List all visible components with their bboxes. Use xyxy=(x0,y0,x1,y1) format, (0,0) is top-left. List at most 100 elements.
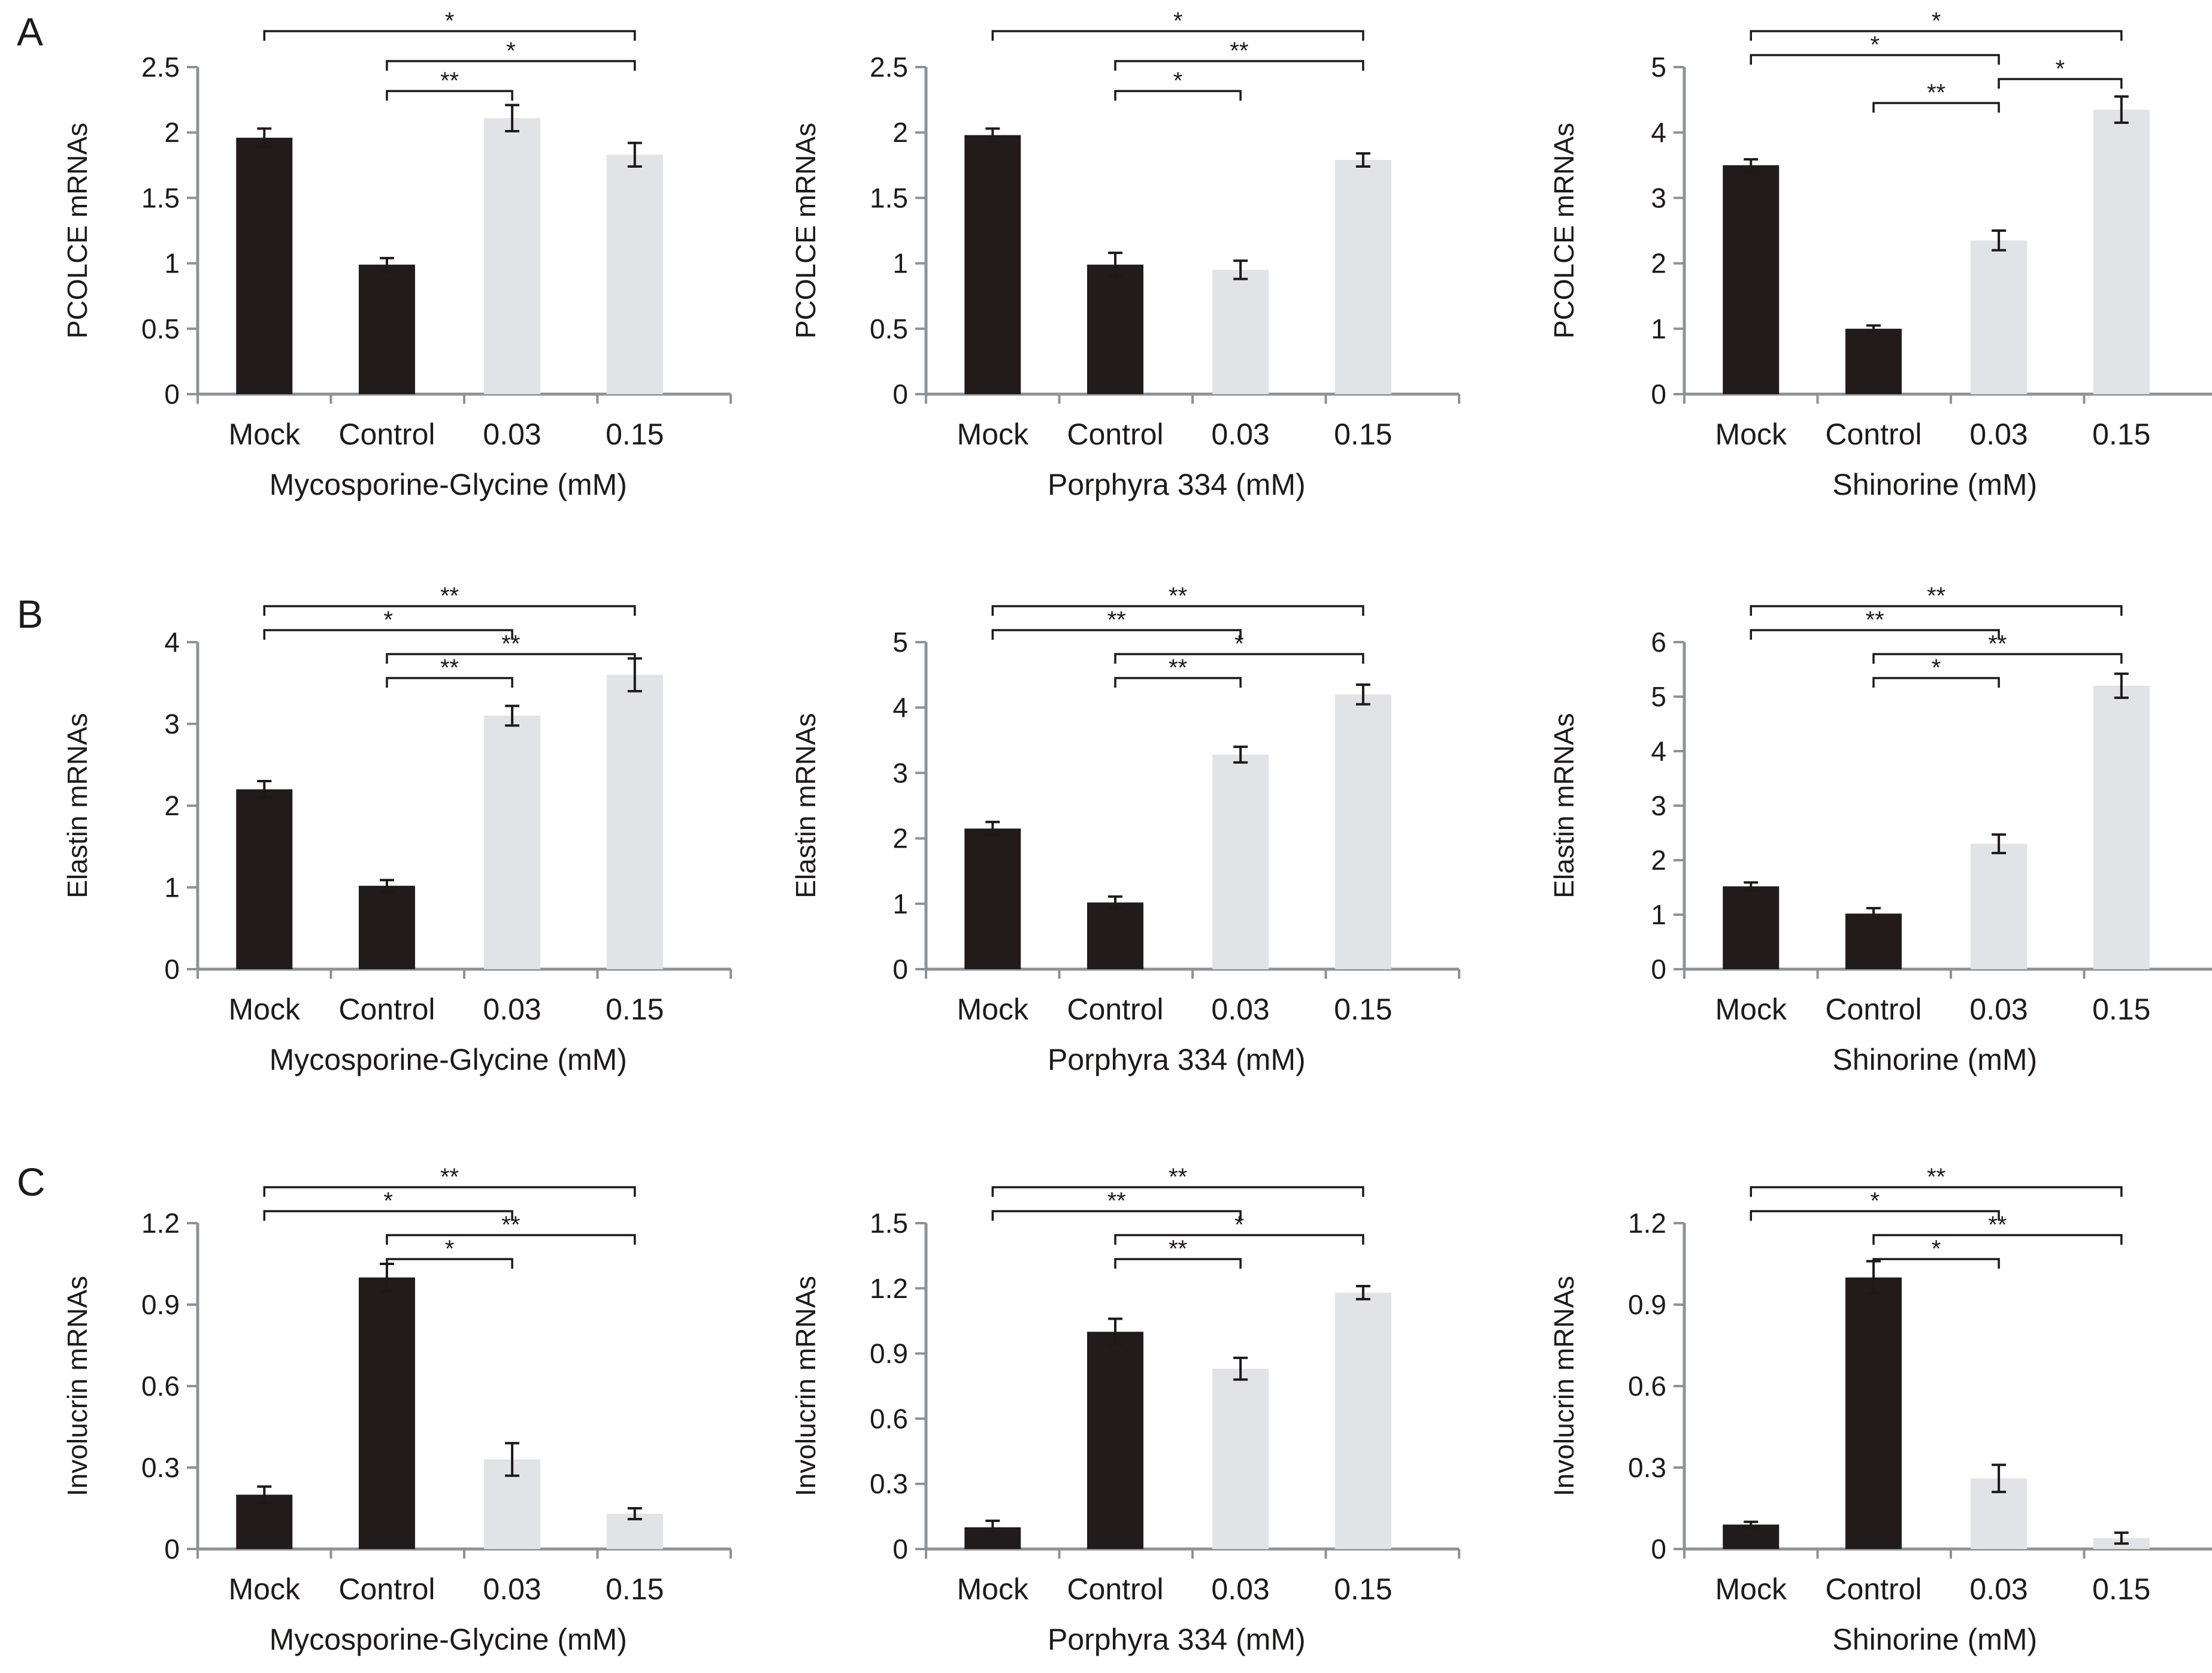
significance-label: * xyxy=(2056,56,2065,82)
x-category-label: 0.03 xyxy=(1969,993,2028,1026)
significance-label: * xyxy=(1870,32,1880,58)
significance-label: ** xyxy=(440,655,459,681)
x-category-label: Mock xyxy=(957,418,1029,451)
x-category-label: 0.15 xyxy=(2092,418,2150,451)
bar-0-15 xyxy=(606,155,663,394)
y-tick-label: 2.5 xyxy=(870,52,908,83)
x-category-label: Mock xyxy=(957,1572,1029,1606)
y-tick-label: 0.3 xyxy=(141,1452,180,1483)
significance-bracket: ** xyxy=(991,1188,1242,1221)
error-bar xyxy=(505,704,520,727)
error-bar xyxy=(505,1442,520,1477)
y-tick-label: 5 xyxy=(892,627,908,658)
significance-label: * xyxy=(1932,655,1941,681)
y-tick-label: 0.6 xyxy=(141,1371,180,1402)
y-tick-label: 5 xyxy=(1651,681,1666,712)
x-category-label: 0.15 xyxy=(1334,418,1392,451)
bar-0-15 xyxy=(2093,109,2150,395)
significance-bracket: ** xyxy=(263,1164,636,1197)
significance-bracket: ** xyxy=(263,583,636,616)
significance-label: * xyxy=(383,1188,393,1214)
significance-bracket: * xyxy=(1750,8,2123,41)
significance-label: ** xyxy=(501,1212,520,1238)
x-category-label: Control xyxy=(1067,418,1163,451)
significance-bracket: ** xyxy=(991,1164,1364,1197)
bar-mock xyxy=(1723,1524,1780,1549)
significance-label: ** xyxy=(1169,1164,1187,1190)
significance-bracket: * xyxy=(1872,1236,2000,1269)
significance-label: ** xyxy=(1169,1236,1187,1262)
y-tick-label: 3 xyxy=(892,757,908,788)
x-category-label: 0.15 xyxy=(2092,993,2150,1026)
significance-bracket: ** xyxy=(991,583,1364,616)
y-tick-label: 0 xyxy=(1651,954,1666,985)
chart-1-0: 0 1 2 3 4 Mock Control 0.03 0.15 Mycosporine-Glyc… xyxy=(62,583,732,1076)
x-category-label: Control xyxy=(1825,993,1921,1026)
bar-0-15 xyxy=(1335,160,1391,394)
significance-bracket: ** xyxy=(386,655,513,688)
y-tick-label: 0 xyxy=(892,379,908,410)
y-tick-label: 0.3 xyxy=(1628,1452,1666,1483)
y-tick-label: 0 xyxy=(892,1533,908,1565)
error-bar xyxy=(1107,895,1122,910)
chart-1-2: 0 1 2 3 4 5 6 Mock Control 0.03 0.15 Shinorine (mM)… xyxy=(1548,583,2212,1076)
y-tick-label: 2 xyxy=(164,790,180,821)
significance-label: ** xyxy=(1169,655,1187,681)
bar-control xyxy=(1087,264,1143,394)
x-category-label: 0.03 xyxy=(1969,1572,2028,1606)
x-category-label: Control xyxy=(1825,418,1921,451)
y-axis-label: PCOLCE mRNAs xyxy=(790,123,821,338)
error-bar xyxy=(1866,907,1881,921)
y-tick-label: 2 xyxy=(1651,248,1666,279)
y-tick-label: 2 xyxy=(892,117,908,148)
y-tick-label: 0.6 xyxy=(1628,1371,1666,1402)
y-tick-label: 2.5 xyxy=(141,52,180,83)
bar-control xyxy=(358,1277,415,1549)
y-tick-label: 0.9 xyxy=(1628,1289,1666,1320)
error-bar xyxy=(1355,1285,1370,1300)
x-axis-label: Porphyra 334 (mM) xyxy=(1048,1623,1306,1656)
x-axis-label: Porphyra 334 (mM) xyxy=(1048,1043,1306,1076)
x-category-label: Control xyxy=(1067,1572,1163,1606)
x-category-label: Control xyxy=(338,993,435,1026)
bar-0-03 xyxy=(484,118,541,394)
y-axis-label: Involucrin mRNAs xyxy=(790,1276,821,1496)
significance-bracket: ** xyxy=(1750,583,2123,616)
x-category-label: Mock xyxy=(1715,993,1787,1026)
significance-bracket: ** xyxy=(386,68,513,101)
significance-bracket: * xyxy=(1750,32,2000,65)
y-tick-label: 0.9 xyxy=(870,1338,908,1369)
significance-bracket: * xyxy=(1872,655,2000,688)
error-bar xyxy=(1866,324,1881,334)
error-bar xyxy=(2114,95,2129,124)
significance-bracket: * xyxy=(991,8,1364,41)
significance-bracket: * xyxy=(1750,1188,2000,1221)
x-category-label: 0.03 xyxy=(1211,1572,1269,1606)
error-bar xyxy=(985,821,1000,837)
bar-0-03 xyxy=(484,715,541,969)
error-bar xyxy=(1107,252,1122,278)
y-tick-label: 0 xyxy=(164,379,180,410)
bar-0-03 xyxy=(1212,754,1269,969)
panel-letter-c: C xyxy=(17,1160,46,1204)
error-bar xyxy=(1233,1356,1248,1381)
y-tick-label: 4 xyxy=(1651,117,1666,148)
significance-label: * xyxy=(1870,1188,1880,1214)
significance-bracket: * xyxy=(386,38,636,71)
significance-label: ** xyxy=(1866,607,1884,633)
y-tick-label: 1 xyxy=(164,872,180,903)
bar-0-15 xyxy=(2093,685,2150,969)
x-axis-label: Porphyra 334 (mM) xyxy=(1048,468,1306,501)
x-axis-label: Mycosporine-Glycine (mM) xyxy=(270,1623,627,1656)
significance-label: ** xyxy=(1988,631,2007,657)
significance-label: * xyxy=(1234,1212,1244,1238)
y-tick-label: 3 xyxy=(1651,790,1666,821)
bar-0-15 xyxy=(1335,1293,1391,1549)
error-bar xyxy=(1233,259,1248,280)
significance-bracket: * xyxy=(1114,68,1242,101)
y-tick-label: 2 xyxy=(892,823,908,854)
significance-label: ** xyxy=(1169,583,1187,609)
y-tick-label: 4 xyxy=(164,627,180,658)
significance-label: ** xyxy=(1927,80,1945,106)
significance-label: ** xyxy=(1927,583,1945,609)
